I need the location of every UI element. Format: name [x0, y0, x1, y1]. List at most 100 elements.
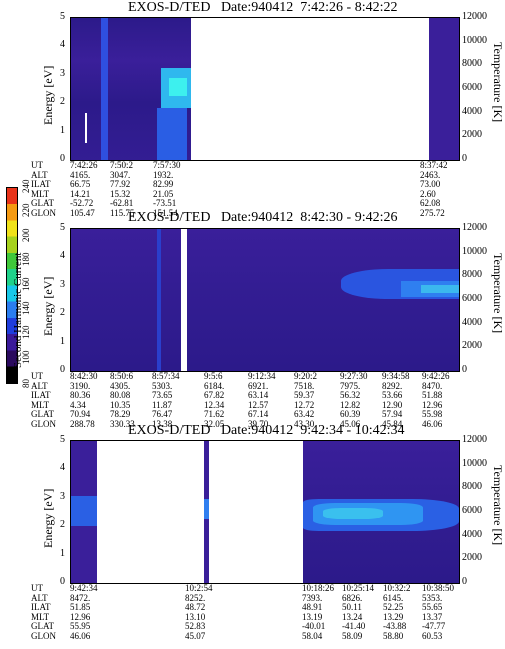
ephemeris-value: 12.82 [340, 399, 361, 410]
ephemeris-label: UT [31, 371, 43, 381]
ephemeris-value: 12.96 [422, 399, 443, 410]
ut-tick: 10:18:26 [302, 583, 335, 593]
ephemeris-label: ALT [31, 380, 48, 391]
colorbar-tick: 240 [21, 179, 31, 194]
ephemeris-value: 51.85 [70, 602, 91, 612]
ephemeris-value: 77.92 [110, 179, 131, 189]
temperature-tick: 0 [462, 576, 467, 587]
energy-tick: 1 [60, 547, 65, 559]
ephemeris-value: 13.24 [342, 611, 363, 622]
ephemeris-value: 46.06 [422, 418, 443, 429]
temperature-tick: 10000 [462, 34, 487, 46]
ephemeris-value: 58.09 [342, 630, 363, 641]
energy-tick: 2 [60, 307, 65, 319]
ephemeris-value: 12.90 [382, 399, 403, 410]
temperature-tick: 8000 [462, 481, 482, 493]
energy-tick: 2 [60, 96, 65, 108]
ephemeris-value: 56.32 [340, 390, 361, 400]
ephemeris-value: 7518. [294, 380, 315, 391]
ut-tick: 8:37:42 [420, 160, 448, 170]
ephemeris-value: 7393. [302, 592, 323, 603]
temperature-tick: 8000 [462, 269, 482, 281]
ephemeris-value: 62.08 [420, 198, 441, 208]
ephemeris-value: 13.10 [185, 611, 206, 622]
ephemeris-value: 78.29 [110, 409, 131, 419]
energy-tick: 5 [60, 11, 65, 22]
temperature-tick: 12000 [462, 434, 487, 445]
ut-tick: 8:50:6 [110, 371, 134, 381]
ephemeris-value: 10.35 [110, 399, 131, 410]
ephemeris-value: 14.21 [70, 188, 91, 199]
ephemeris-value: -43.88 [383, 621, 407, 631]
ephemeris-label: MLT [31, 399, 50, 410]
energy-tick: 3 [60, 67, 65, 79]
ephemeris-value: 48.72 [185, 602, 206, 612]
panel-3-ylabel: Energy [eV] [41, 488, 55, 548]
ephemeris-value: 13.38 [152, 418, 173, 429]
ut-tick: 10:32:2 [383, 583, 411, 593]
ephemeris-label: ALT [31, 169, 48, 180]
panel-1-ylabel-right: Temperature [K] [491, 42, 505, 123]
ephemeris-value: 80.08 [110, 390, 131, 400]
ephemeris-value: -52.72 [70, 198, 94, 208]
ephemeris-label: GLON [31, 207, 56, 218]
ephemeris-value: 67.14 [248, 409, 269, 419]
ephemeris-value: 53.66 [382, 390, 403, 400]
panel-2-spectrogram [70, 228, 460, 372]
ut-tick: 10:38:50 [422, 583, 455, 593]
ephemeris-label: MLT [31, 188, 50, 199]
panel-1-ylabel: Energy [eV] [41, 65, 55, 125]
ephemeris-value: 45.06 [340, 418, 361, 429]
energy-tick: 0 [60, 364, 65, 375]
colorbar [6, 187, 18, 384]
ut-tick: 9:5:6 [204, 371, 223, 381]
energy-tick: 3 [60, 490, 65, 502]
ephemeris-value: 82.99 [153, 179, 174, 189]
colorbar-tick: 200 [21, 228, 31, 242]
panel-3-title: EXOS-D/TED Date:940412 9:42:34 - 10:42:3… [128, 423, 405, 438]
ephemeris-value: 45.07 [185, 630, 206, 641]
ephemeris-value: 39.70 [248, 418, 269, 429]
ephemeris-value: 3190. [70, 380, 91, 391]
ephemeris-value: 63.14 [248, 390, 269, 400]
energy-tick: 2 [60, 519, 65, 531]
temperature-tick: 10000 [462, 245, 487, 257]
colorbar-label: Second Harmonic Current [12, 252, 24, 368]
ephemeris-value: 51.88 [422, 390, 443, 400]
ephemeris-value: 1932. [153, 169, 174, 180]
ephemeris-label: GLAT [31, 409, 54, 419]
colorbar-tick: 80 [21, 379, 31, 388]
ephemeris-value: 8472. [70, 592, 91, 603]
energy-tick: 4 [60, 250, 65, 262]
ephemeris-value: 60.39 [340, 409, 361, 419]
ephemeris-value: 3047. [110, 169, 131, 180]
temperature-tick: 0 [462, 153, 467, 164]
ut-tick: 7:57:30 [153, 160, 181, 170]
ephemeris-value: 73.65 [152, 390, 173, 400]
ephemeris-value: 8470. [422, 380, 443, 391]
ut-tick: 9:20:2 [294, 371, 318, 381]
ephemeris-value: -73.51 [153, 198, 177, 208]
ut-tick: 9:42:26 [422, 371, 450, 381]
ephemeris-value: 4.34 [70, 399, 86, 410]
ephemeris-value: 151.54 [153, 207, 178, 218]
ephemeris-value: 2.60 [420, 188, 436, 199]
panel-1-spectrogram [70, 17, 460, 161]
ut-tick: 9:34:58 [382, 371, 410, 381]
ephemeris-value: 52.83 [185, 621, 206, 631]
ephemeris-value: 13.19 [302, 611, 323, 622]
ephemeris-label: UT [31, 160, 43, 170]
ephemeris-value: 6145. [383, 592, 404, 603]
ephemeris-value: -47.77 [422, 621, 446, 631]
ephemeris-value: -62.81 [110, 198, 134, 208]
panel-2-title: EXOS-D/TED Date:940412 8:42:30 - 9:42:26 [128, 210, 398, 225]
temperature-tick: 6000 [462, 293, 482, 304]
panel-3-spectrogram [70, 440, 460, 584]
ephemeris-value: 288.78 [70, 418, 95, 429]
ut-tick: 8:57:34 [152, 371, 180, 381]
ephemeris-label: ILAT [31, 602, 51, 612]
ut-tick: 8:42:30 [70, 371, 98, 381]
temperature-tick: 2000 [462, 129, 482, 141]
ephemeris-value: 63.42 [294, 409, 315, 419]
ephemeris-value: 4305. [110, 380, 131, 391]
